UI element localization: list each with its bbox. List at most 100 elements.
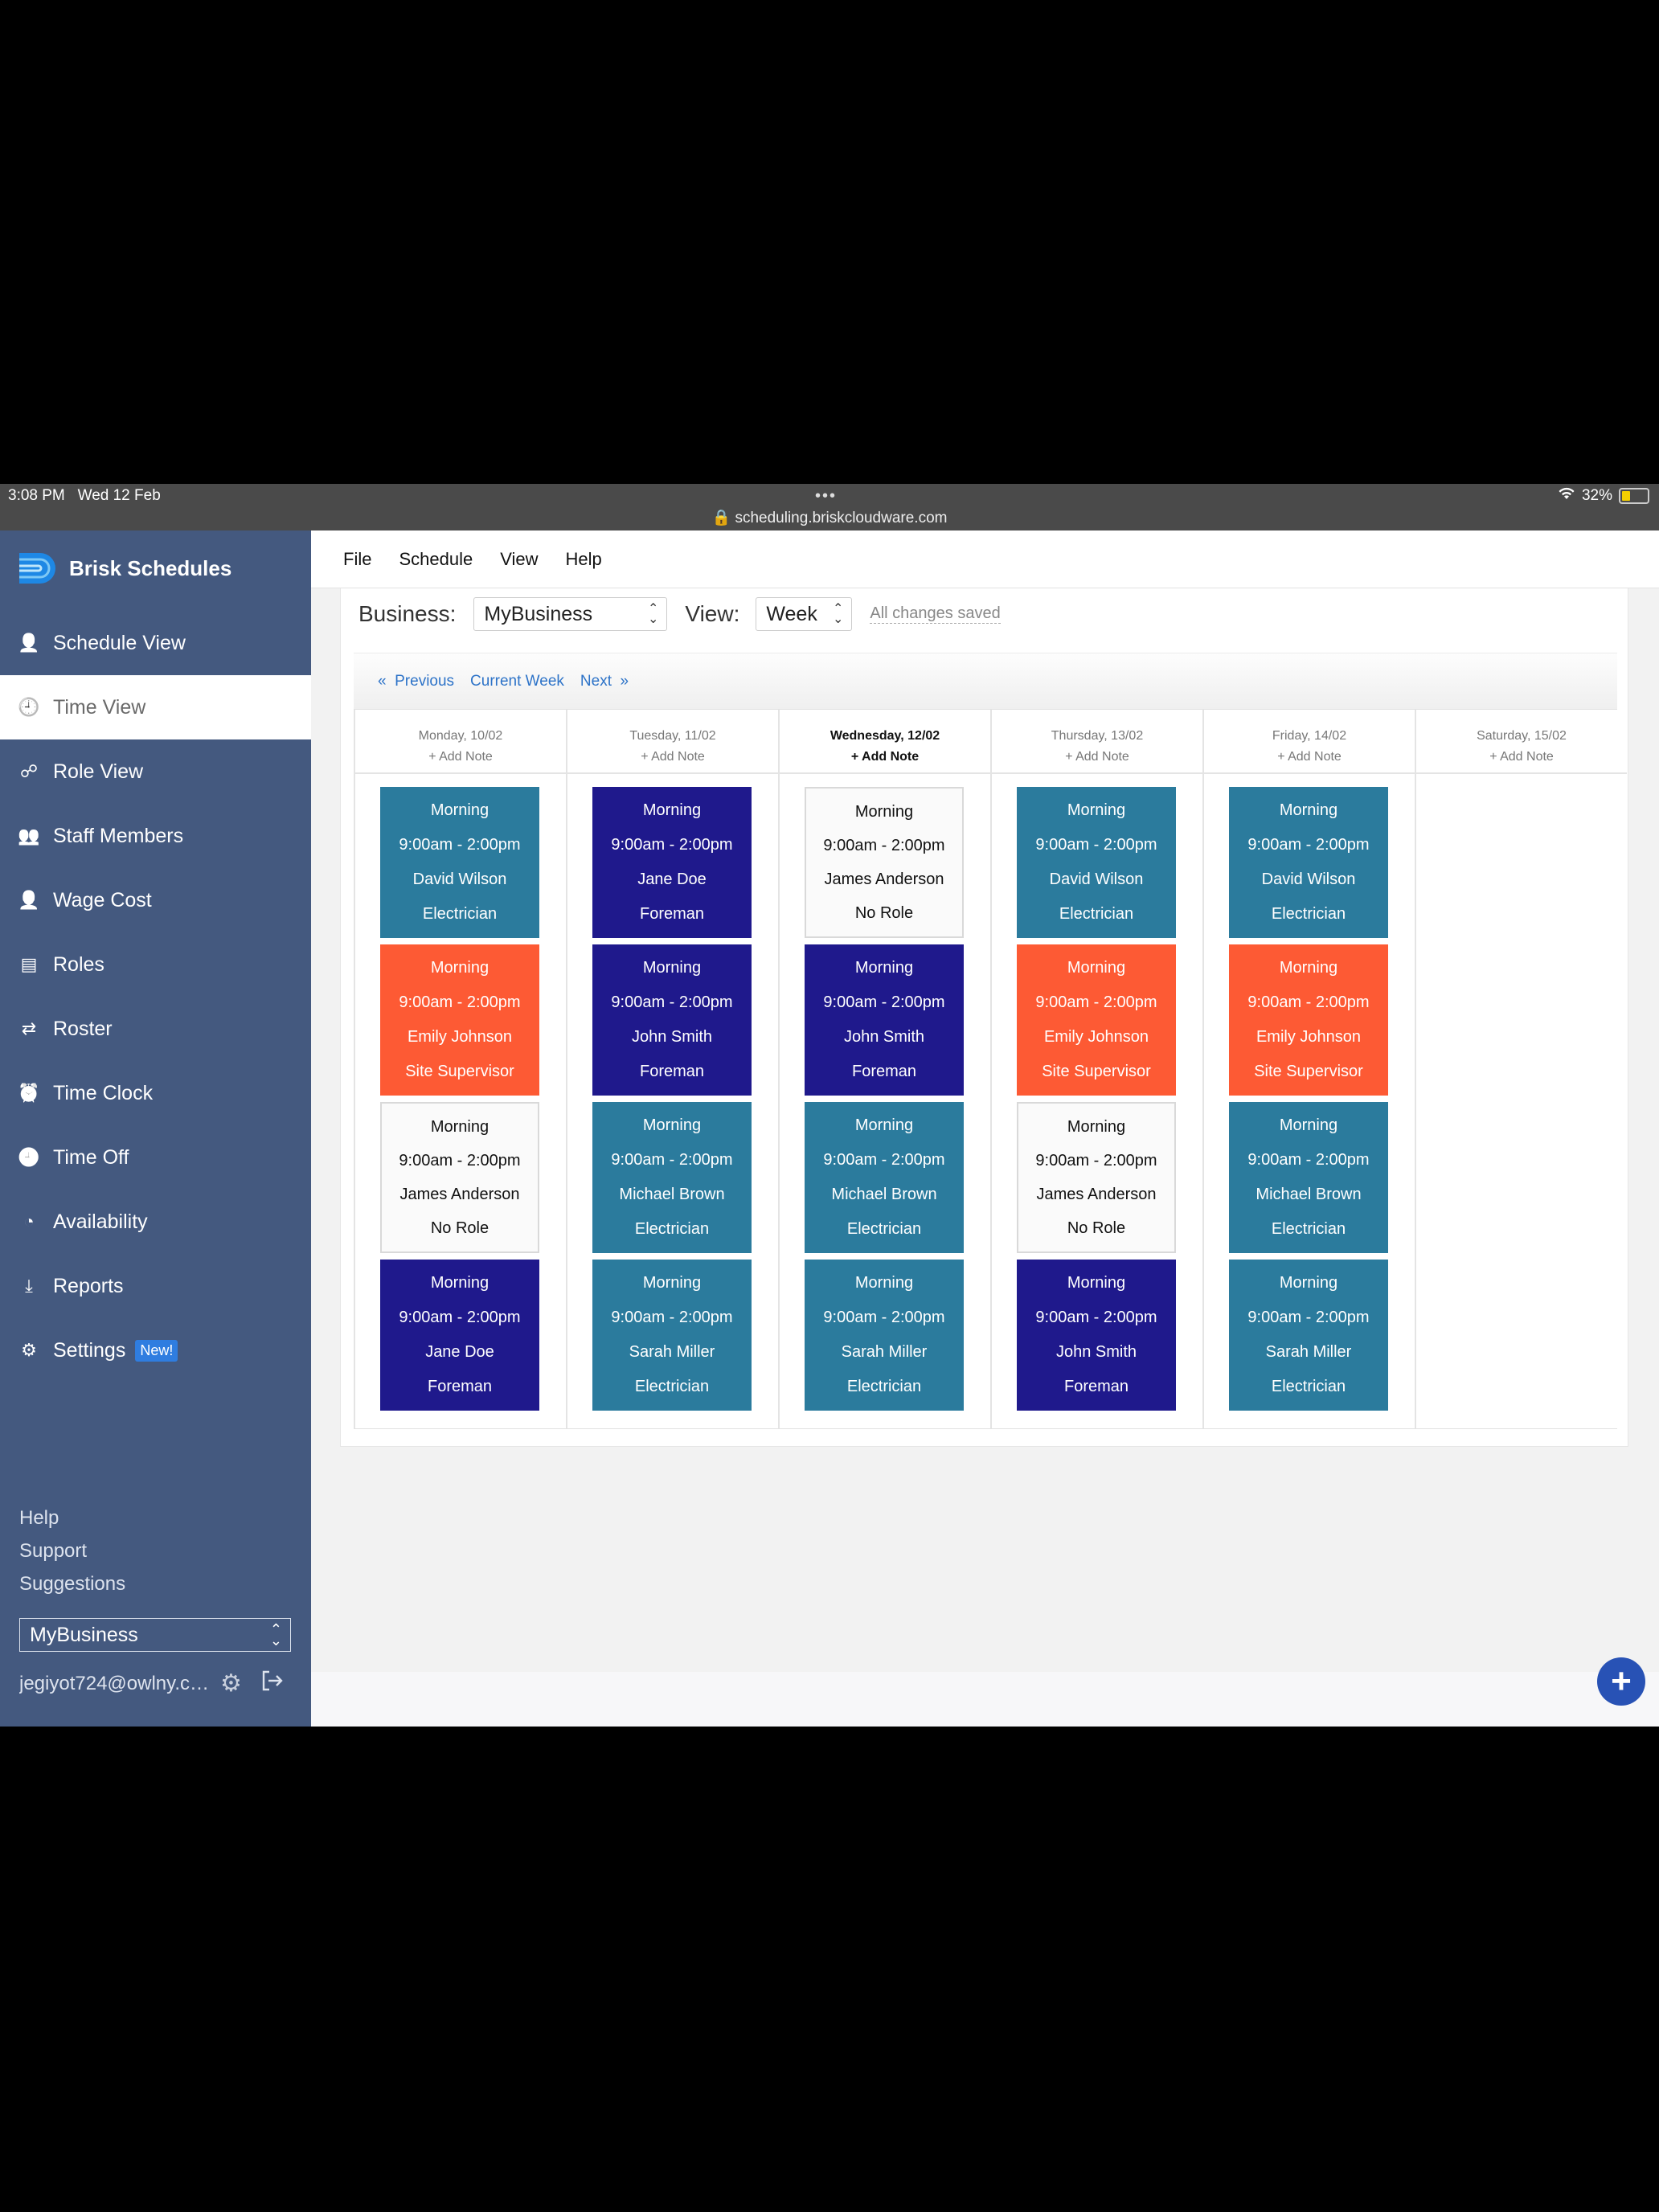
sidebar-item-time-clock[interactable]: ⏰ Time Clock <box>0 1061 311 1125</box>
shift-person: John Smith <box>843 1028 925 1046</box>
support-link[interactable]: Support <box>19 1540 88 1562</box>
add-shift-fab[interactable]: + <box>1597 1657 1645 1706</box>
menu-file[interactable]: File <box>343 548 372 569</box>
add-note-link[interactable]: + Add Note <box>850 750 920 764</box>
user-icon: 👤 <box>18 890 40 910</box>
sidebar-item-label: Time View <box>53 695 146 719</box>
shift-card[interactable]: Morning 9:00am - 2:00pm John Smith Foreman <box>805 944 964 1096</box>
sidebar-item-label: Settings <box>53 1338 126 1362</box>
sidebar-item-roles[interactable]: ▤ Roles <box>0 932 311 997</box>
menu-help[interactable]: Help <box>565 548 602 569</box>
shift-name: Morning <box>854 802 914 821</box>
add-note-link[interactable]: + Add Note <box>428 750 493 764</box>
shift-role: Foreman <box>427 1378 493 1395</box>
address-bar[interactable]: 🔒 scheduling.briskcloudware.com <box>0 508 1659 527</box>
shift-card[interactable]: Morning 9:00am - 2:00pm Michael Brown Elect… <box>592 1102 752 1253</box>
shift-card[interactable]: Morning 9:00am - 2:00pm David Wilson Electr… <box>1017 787 1176 938</box>
users-icon: 👥 <box>18 825 40 846</box>
sidebar-item-wage-cost[interactable]: 👤 Wage Cost <box>0 868 311 932</box>
user-email: jegiyot724@owlny.com <box>19 1672 212 1694</box>
shift-card[interactable]: Morning 9:00am - 2:00pm Michael Brown Elect… <box>1229 1102 1388 1253</box>
shift-card[interactable]: Morning 9:00am - 2:00pm Michael Brown Elect… <box>805 1102 964 1253</box>
view-select-value: Week <box>766 602 817 625</box>
suggestions-link[interactable]: Suggestions <box>19 1573 126 1595</box>
user-settings-icon[interactable]: ⚙ <box>220 1670 242 1697</box>
sidebar-item-availability[interactable]: ◔ Availability <box>0 1190 311 1254</box>
add-note-link[interactable]: + Add Note <box>1277 750 1342 764</box>
shift-person: Michael Brown <box>619 1186 725 1203</box>
shift-role: Electrician <box>1271 1220 1346 1238</box>
sidebar-business-select[interactable]: MyBusiness ⌃ ⌄ <box>19 1618 291 1652</box>
shift-card[interactable]: Morning 9:00am - 2:00pm James Anderson No R… <box>1017 1102 1176 1253</box>
day-header: Monday, 10/02 + Add Note <box>355 710 566 774</box>
sidebar-item-schedule-view[interactable]: 👤 Schedule View <box>0 611 311 675</box>
main-area: File Schedule View Help Business: MyBusi… <box>311 530 1659 1727</box>
shift-role: Electrician <box>846 1220 922 1238</box>
shift-card[interactable]: Morning 9:00am - 2:00pm David Wilson Electr… <box>1229 787 1388 938</box>
shift-card[interactable]: Morning 9:00am - 2:00pm John Smith Foreman <box>592 944 752 1096</box>
sidebar-item-staff-members[interactable]: 👥 Staff Members <box>0 804 311 868</box>
day-label: Thursday, 13/02 <box>1051 729 1144 743</box>
sidebar-item-reports[interactable]: ⤓ Reports <box>0 1254 311 1318</box>
shift-card[interactable]: Morning 9:00am - 2:00pm Sarah Miller Electr… <box>1229 1260 1388 1411</box>
shift-card[interactable]: Morning 9:00am - 2:00pm Emily Johnson Site … <box>1229 944 1388 1096</box>
shift-card[interactable]: Morning 9:00am - 2:00pm David Wilson Electr… <box>380 787 539 938</box>
roles-icon: ☍ <box>19 761 39 781</box>
shift-card[interactable]: Morning 9:00am - 2:00pm Jane Doe Foreman <box>592 787 752 938</box>
sidebar-item-time-view[interactable]: 🕘 Time View <box>0 675 311 739</box>
add-note-link[interactable]: + Add Note <box>1065 750 1129 764</box>
add-note-link[interactable]: + Add Note <box>1489 750 1554 764</box>
day-label: Wednesday, 12/02 <box>830 729 940 743</box>
add-note-link[interactable]: + Add Note <box>641 750 705 764</box>
book-icon: ▤ <box>20 954 38 974</box>
battery-percent: 32% <box>1581 487 1612 504</box>
sidebar-item-role-view[interactable]: ☍ Role View <box>0 739 311 804</box>
shift-role: Site Supervisor <box>405 1063 514 1080</box>
menu-schedule[interactable]: Schedule <box>399 548 473 569</box>
shift-card[interactable]: Morning 9:00am - 2:00pm Emily Johnson Site … <box>380 944 539 1096</box>
clock-icon: 🕘 <box>18 697 40 717</box>
sidebar-item-time-off[interactable]: 🕘 Time Off <box>0 1125 311 1190</box>
sidebar-item-label: Roster <box>53 1017 113 1040</box>
shift-card[interactable]: Morning 9:00am - 2:00pm Jane Doe Foreman <box>380 1260 539 1411</box>
shift-role: Foreman <box>639 905 705 923</box>
lock-icon: 🔒 <box>711 510 731 526</box>
logout-icon[interactable] <box>260 1669 284 1698</box>
shift-person: David Wilson <box>412 870 507 888</box>
wifi-icon <box>1558 487 1575 505</box>
business-select[interactable]: MyBusiness ⌃ ⌄ <box>473 597 668 631</box>
view-label: View: <box>685 601 740 626</box>
sidebar-item-label: Roles <box>53 952 104 976</box>
current-week-button[interactable]: Current Week <box>470 672 564 690</box>
shift-person: Michael Brown <box>831 1186 937 1203</box>
shift-name: Morning <box>642 801 702 819</box>
previous-week-button[interactable]: « Previous <box>378 672 455 690</box>
shift-time: 9:00am - 2:00pm <box>611 836 733 854</box>
next-week-button[interactable]: Next » <box>580 672 629 690</box>
brand[interactable]: Brisk Schedules <box>18 550 231 587</box>
menu-view[interactable]: View <box>500 548 539 569</box>
sidebar-item-settings[interactable]: ⚙ Settings New! <box>0 1318 311 1382</box>
shift-name: Morning <box>854 1116 914 1134</box>
day-column: Wednesday, 12/02 + Add Note Morning 9:00am … <box>778 710 990 1428</box>
shift-person: James Anderson <box>1036 1185 1157 1203</box>
status-time: 3:08 PM Wed 12 Feb <box>8 487 161 504</box>
new-badge: New! <box>135 1339 178 1362</box>
shift-time: 9:00am - 2:00pm <box>611 1309 733 1326</box>
footer-strip <box>311 1672 1659 1727</box>
business-select-value: MyBusiness <box>484 602 593 625</box>
select-chevron-icon: ⌃ ⌄ <box>832 602 844 626</box>
shift-card[interactable]: Morning 9:00am - 2:00pm Sarah Miller Electr… <box>592 1260 752 1411</box>
shift-card[interactable]: Morning 9:00am - 2:00pm James Anderson No R… <box>805 787 964 938</box>
shift-card[interactable]: Morning 9:00am - 2:00pm Sarah Miller Electr… <box>805 1260 964 1411</box>
shift-person: Emily Johnson <box>1256 1028 1362 1046</box>
sidebar-item-roster[interactable]: ⇄ Roster <box>0 997 311 1061</box>
business-label: Business: <box>358 601 457 626</box>
shift-card[interactable]: Morning 9:00am - 2:00pm Emily Johnson Site … <box>1017 944 1176 1096</box>
view-select[interactable]: Week ⌃ ⌄ <box>756 597 853 631</box>
multitask-dots[interactable]: ••• <box>815 487 838 505</box>
shift-card[interactable]: Morning 9:00am - 2:00pm James Anderson No R… <box>380 1102 539 1253</box>
help-link[interactable]: Help <box>19 1507 59 1529</box>
shift-name: Morning <box>1279 1116 1338 1134</box>
shift-card[interactable]: Morning 9:00am - 2:00pm John Smith Foreman <box>1017 1260 1176 1411</box>
